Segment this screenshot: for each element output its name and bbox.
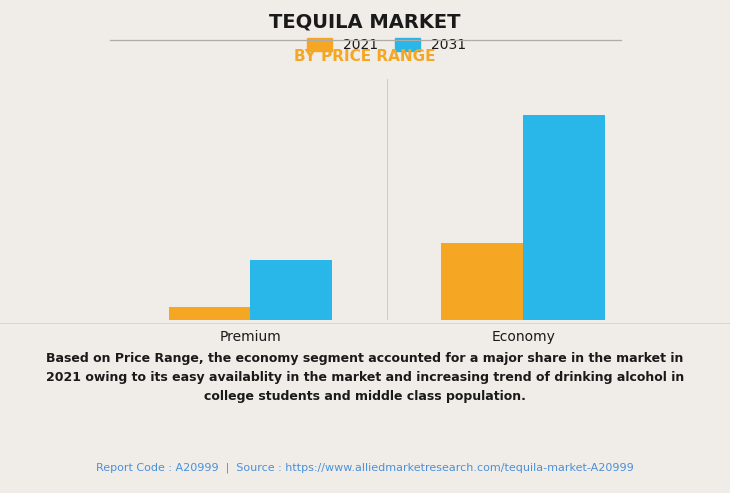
Bar xyxy=(442,243,523,320)
Text: Report Code : A20999  |  Source : https://www.alliedmarketresearch.com/tequila-m: Report Code : A20999 | Source : https://… xyxy=(96,463,634,473)
Text: TEQUILA MARKET: TEQUILA MARKET xyxy=(269,13,461,32)
Text: BY PRICE RANGE: BY PRICE RANGE xyxy=(294,49,436,64)
Legend: 2021, 2031: 2021, 2031 xyxy=(301,33,472,58)
Bar xyxy=(523,115,605,320)
Text: Based on Price Range, the economy segment accounted for a major share in the mar: Based on Price Range, the economy segmen… xyxy=(46,352,684,403)
Bar xyxy=(250,260,332,320)
Bar xyxy=(169,307,250,320)
